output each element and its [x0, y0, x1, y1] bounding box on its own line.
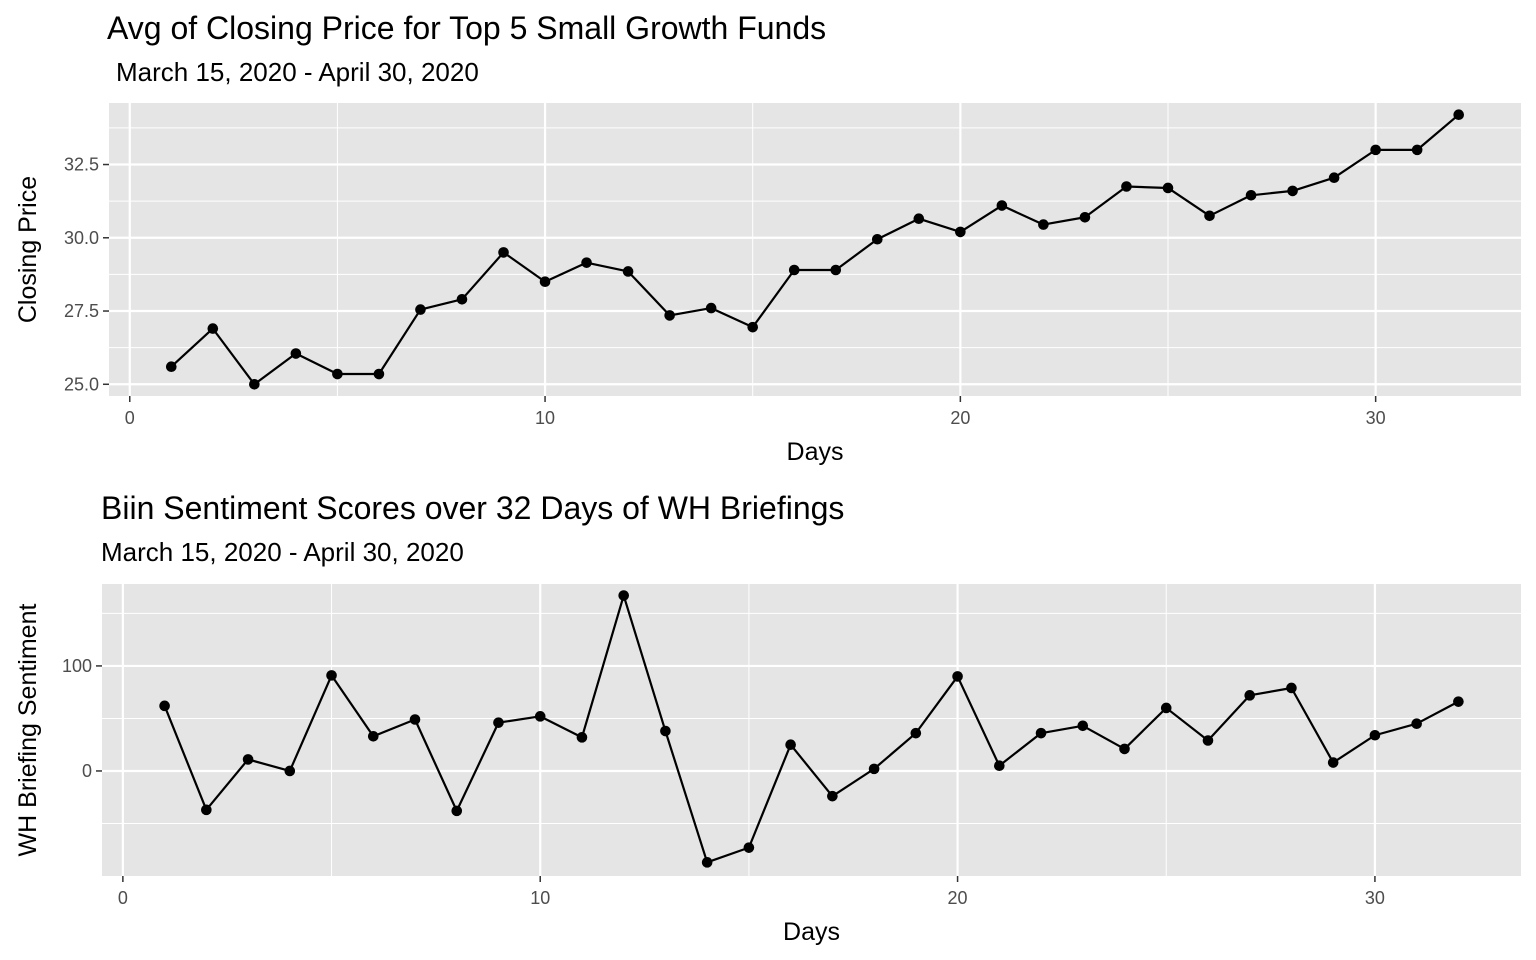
data-point: [1453, 696, 1464, 707]
data-point: [788, 264, 800, 276]
data-point: [456, 294, 468, 305]
data-point: [1370, 144, 1381, 156]
data-point: [1327, 757, 1339, 768]
data-point: [1245, 189, 1257, 201]
data-point: [701, 857, 713, 868]
data-point: [1162, 182, 1174, 194]
data-point: [913, 213, 925, 225]
x-tick-label: 10: [535, 408, 555, 428]
data-point: [367, 731, 379, 742]
data-point: [827, 790, 838, 802]
data-point: [1287, 185, 1298, 197]
x-tick-label: 20: [950, 408, 970, 428]
data-point: [1244, 690, 1256, 701]
x-axis-title: Days: [787, 438, 844, 466]
x-tick-label: 30: [1365, 888, 1385, 908]
chart-subtitle: March 15, 2020 - April 30, 2020: [116, 57, 479, 87]
data-point: [785, 739, 796, 751]
data-point: [664, 310, 675, 321]
y-tick-label: 100: [62, 656, 92, 676]
data-point: [1121, 181, 1132, 192]
data-point: [1204, 210, 1215, 222]
data-point: [996, 200, 1008, 211]
data-point: [284, 765, 296, 777]
data-point: [534, 711, 546, 722]
data-point: [498, 247, 509, 258]
series-line: [170, 113, 1460, 386]
data-point: [415, 304, 426, 315]
data-point: [1328, 172, 1340, 184]
data-point: [622, 266, 634, 277]
data-point: [1411, 144, 1423, 156]
data-point: [1160, 702, 1172, 714]
chart-title: Biin Sentiment Scores over 32 Days of WH…: [101, 490, 845, 526]
sentiment-chart: Biin Sentiment Scores over 32 Days of WH…: [0, 480, 1536, 960]
y-axis-title: Closing Price: [14, 176, 42, 323]
data-point: [159, 700, 170, 712]
y-axis-title: WH Briefing Sentiment: [14, 604, 42, 857]
x-tick-label: 10: [530, 888, 550, 908]
chart-plot: 0 10 20 30 0 100 Days WH Briefing Sentiment: [14, 584, 1521, 946]
x-axis-title: Days: [783, 918, 840, 946]
data-point: [576, 732, 588, 743]
y-tick-label: 30.0: [64, 228, 99, 248]
data-point: [373, 368, 385, 380]
y-tick-label: 0: [82, 761, 92, 781]
data-point: [332, 368, 343, 380]
closing-price-chart: Avg of Closing Price for Top 5 Small Gro…: [0, 0, 1536, 478]
data-point: [1119, 743, 1130, 755]
x-tick-label: 20: [948, 888, 968, 908]
data-point: [242, 754, 254, 765]
data-point: [326, 670, 337, 681]
data-point: [165, 361, 177, 373]
data-point: [1202, 735, 1214, 746]
chart-title: Avg of Closing Price for Top 5 Small Gro…: [107, 10, 827, 46]
data-point: [1411, 718, 1422, 729]
data-point: [451, 805, 463, 817]
data-point: [871, 233, 883, 245]
data-point: [249, 378, 260, 390]
data-point: [1079, 211, 1091, 223]
data-point: [201, 804, 212, 816]
plot-panel: [109, 103, 1521, 396]
y-tick-label: 25.0: [64, 374, 99, 394]
data-point: [618, 590, 629, 601]
data-point: [1453, 109, 1465, 121]
data-point: [581, 257, 592, 268]
data-point: [660, 725, 671, 737]
chart-plot: 0 10 20 30 25.0 27.5 30.0 32.5 Days Closing Price: [14, 103, 1521, 466]
data-point: [1077, 720, 1089, 732]
x-tick-label: 30: [1366, 408, 1386, 428]
data-point: [705, 302, 717, 314]
data-point: [539, 276, 551, 288]
data-point: [493, 717, 504, 728]
data-point: [868, 763, 880, 775]
series-line: [163, 594, 1459, 864]
data-point: [747, 321, 759, 333]
x-tick-label: 0: [125, 408, 135, 428]
data-point: [910, 727, 922, 739]
data-point: [1035, 727, 1047, 739]
data-point: [743, 842, 755, 853]
y-tick-label: 32.5: [64, 155, 99, 175]
data-point: [1369, 729, 1381, 741]
data-point: [830, 264, 842, 276]
data-point: [955, 226, 966, 238]
y-tick-label: 27.5: [64, 301, 99, 321]
x-tick-label: 0: [118, 888, 128, 908]
data-point: [1038, 219, 1049, 230]
data-point: [409, 714, 421, 725]
data-point: [290, 348, 302, 359]
data-point: [994, 760, 1005, 772]
data-point: [952, 671, 963, 682]
plot-panel: [102, 584, 1521, 876]
data-point: [1286, 682, 1297, 694]
chart-subtitle: March 15, 2020 - April 30, 2020: [101, 537, 464, 567]
data-point: [207, 323, 219, 334]
